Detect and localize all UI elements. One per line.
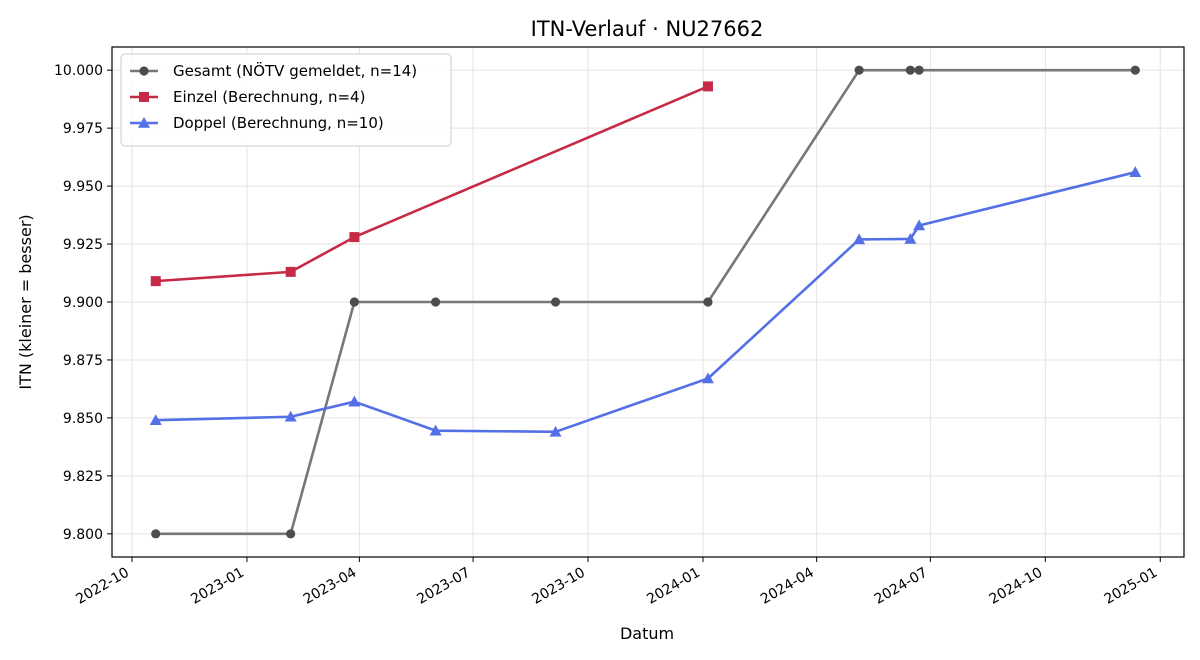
series-2-point	[284, 410, 297, 422]
x-tick-label: 2024-04	[758, 565, 817, 608]
legend-item: Doppel (Berechnung, n=10)	[130, 114, 384, 132]
series-2-point	[701, 372, 714, 384]
y-tick-label: 9.950	[63, 179, 103, 195]
legend-swatch-marker	[139, 92, 149, 102]
legend-box	[120, 53, 452, 147]
x-tick-label: 2022-10	[73, 565, 132, 608]
series-2-point	[429, 424, 442, 436]
y-tick-label: 9.875	[63, 353, 103, 369]
series-1-point	[349, 232, 360, 243]
y-axis-label: ITN (kleiner = besser)	[16, 214, 35, 389]
series-1-point	[150, 276, 161, 287]
chart-title: ITN-Verlauf · NU27662	[531, 17, 764, 41]
legend-swatch-marker	[139, 66, 149, 76]
series-2-point	[913, 219, 926, 231]
x-axis-label: Datum	[620, 624, 674, 643]
series-2-point	[904, 232, 917, 244]
legend-label: Gesamt (NÖTV gemeldet, n=14)	[173, 61, 417, 80]
legend-item: Gesamt (NÖTV gemeldet, n=14)	[130, 61, 417, 80]
series-0-point	[349, 297, 359, 307]
series-2-point	[348, 395, 361, 407]
y-tick-label: 9.825	[63, 469, 103, 485]
legend: Gesamt (NÖTV gemeldet, n=14) Einzel (Bere…	[120, 53, 452, 147]
series-2	[149, 166, 1142, 437]
series-2-point	[1129, 166, 1142, 177]
series-2-point	[853, 233, 866, 245]
y-tick-label: 9.900	[63, 295, 103, 311]
series-0-point	[151, 529, 161, 539]
y-tick-label: 9.800	[63, 527, 103, 543]
x-tick-label: 2023-10	[529, 565, 588, 608]
legend-label: Einzel (Berechnung, n=4)	[173, 88, 365, 106]
series-0-point	[286, 529, 296, 539]
y-axis: 9.800 9.825 9.850 9.875 9.900 9.925 9.950 9.975…	[54, 63, 112, 543]
series-2-line	[155, 170, 1136, 434]
x-tick-label: 2023-07	[414, 565, 473, 608]
x-tick-label: 2024-07	[872, 565, 931, 608]
x-tick-label: 2023-04	[301, 565, 360, 608]
x-tick-label: 2024-10	[987, 565, 1046, 608]
x-tick-label: 2023-01	[188, 565, 247, 608]
series-1-point	[285, 266, 296, 277]
series-1	[150, 81, 713, 287]
series-0-point	[430, 297, 441, 307]
series-0-point	[1130, 65, 1140, 75]
x-axis: 2022-10 2023-01 2023-04 2023-07 2023-10 2024-…	[73, 557, 1161, 608]
series-0-point	[914, 65, 924, 75]
x-tick-label: 2024-01	[644, 565, 703, 608]
series-0-point	[905, 65, 915, 75]
series-0-point	[703, 297, 713, 307]
series-0	[151, 65, 1140, 539]
series-2-point	[549, 425, 562, 437]
legend-item: Einzel (Berechnung, n=4)	[130, 88, 365, 106]
x-tick-label: 2025-01	[1102, 565, 1161, 608]
series-2-point	[149, 414, 162, 426]
y-tick-label: 10.000	[54, 63, 103, 79]
legend-label: Doppel (Berechnung, n=10)	[173, 114, 384, 132]
series-0-point	[550, 297, 561, 307]
series-1-line	[155, 85, 709, 283]
y-tick-label: 9.975	[63, 121, 103, 137]
legend-swatch-marker	[138, 117, 150, 128]
y-tick-label: 9.850	[63, 411, 103, 427]
series-0-point	[854, 65, 864, 75]
series-1-point	[702, 81, 713, 92]
y-tick-label: 9.925	[63, 237, 103, 253]
series-layer	[149, 65, 1142, 539]
